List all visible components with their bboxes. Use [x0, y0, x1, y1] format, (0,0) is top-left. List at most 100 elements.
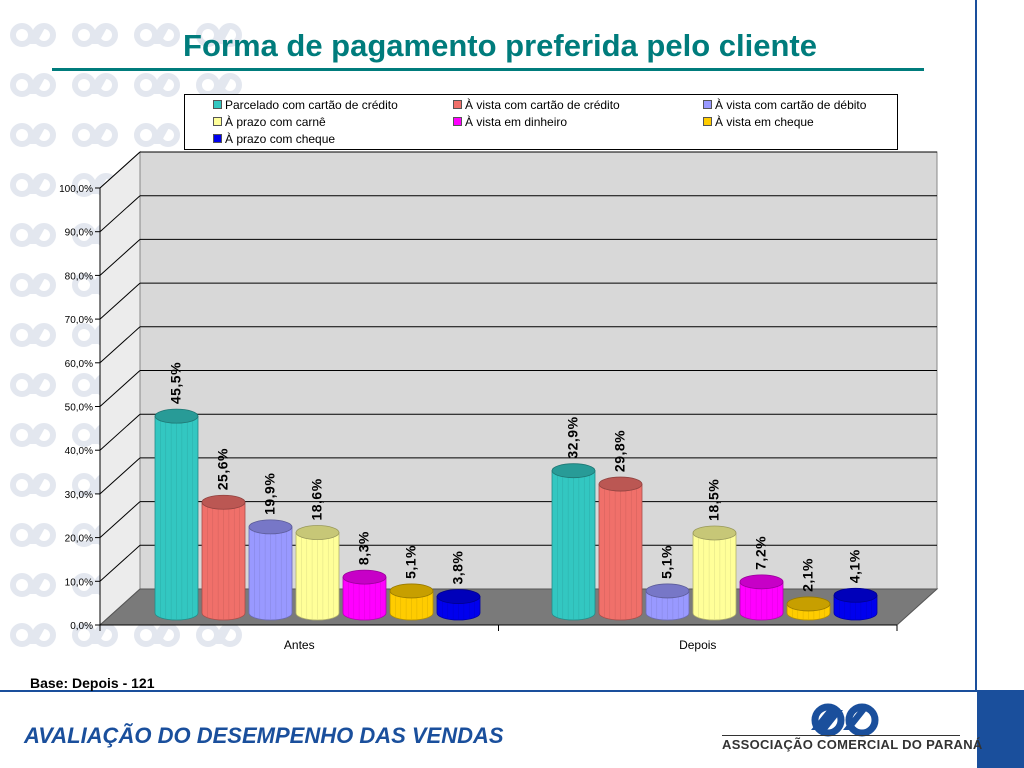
- right-border: [975, 0, 977, 690]
- bar: [248, 519, 293, 621]
- watermark-logo: [10, 173, 56, 197]
- acp-logo: [811, 703, 879, 737]
- legend-swatch: [213, 134, 222, 143]
- legend-label: Parcelado com cartão de crédito: [225, 98, 398, 112]
- watermark-logo: [72, 123, 118, 147]
- data-label: 7,2%: [753, 536, 769, 570]
- legend-item: À vista com cartão de débito: [703, 98, 866, 112]
- watermark-logo: [196, 23, 242, 47]
- gridline-side: [99, 501, 141, 538]
- legend-label: À prazo com carnê: [225, 115, 326, 129]
- y-tick-label: 100,0%: [59, 184, 93, 195]
- bar-top: [692, 525, 737, 541]
- watermark-logo: [10, 223, 56, 247]
- watermark-logo: [134, 623, 180, 647]
- watermark-logo: [134, 73, 180, 97]
- gridline-side: [99, 544, 141, 582]
- bar-top: [389, 583, 434, 599]
- bar: [739, 574, 784, 621]
- watermark-logo: [10, 423, 56, 447]
- bar: [786, 596, 831, 621]
- logo-divider: [722, 735, 960, 736]
- watermark-logo: [134, 123, 180, 147]
- y-tick-label: 30,0%: [65, 490, 93, 501]
- y-tick-label: 80,0%: [65, 271, 93, 282]
- watermark-logo: [10, 323, 56, 347]
- watermark-logo: [10, 73, 56, 97]
- corner-block: [977, 690, 1024, 768]
- y-tick-label: 60,0%: [65, 359, 93, 370]
- legend-label: À vista em dinheiro: [465, 115, 568, 129]
- y-tick-label: 10,0%: [65, 577, 93, 588]
- legend-label: À vista em cheque: [715, 115, 814, 129]
- watermark-logo: [10, 473, 56, 497]
- gridline-side: [99, 326, 141, 364]
- data-label: 3,8%: [450, 551, 466, 585]
- data-label: 18,6%: [309, 478, 325, 520]
- watermark-logo: [10, 573, 56, 597]
- watermark-logo: [134, 23, 180, 47]
- legend-item: Parcelado com cartão de crédito: [213, 98, 398, 112]
- legend-item: À prazo com cheque: [213, 132, 335, 146]
- legend-swatch: [453, 117, 462, 126]
- bar-top: [342, 569, 387, 585]
- bar: [201, 494, 246, 621]
- chart-grid: [99, 151, 937, 582]
- bar-top: [645, 583, 690, 599]
- data-label: 25,6%: [215, 448, 231, 490]
- organization-name: ASSOCIAÇÃO COMERCIAL DO PARANÁ: [722, 737, 983, 752]
- bar-top: [295, 525, 340, 540]
- data-label: 19,9%: [262, 473, 278, 515]
- watermark-logo: [10, 23, 56, 47]
- legend-swatch: [703, 100, 712, 109]
- watermark-logo: [10, 623, 56, 647]
- watermark-logo: [10, 273, 56, 297]
- data-label: 4,1%: [847, 549, 863, 583]
- legend-swatch: [453, 100, 462, 109]
- legend-item: À vista com cartão de crédito: [453, 98, 620, 112]
- x-tick-label: Antes: [284, 638, 315, 652]
- gridline-side: [99, 151, 141, 189]
- y-tick-label: 50,0%: [65, 403, 93, 414]
- data-label: 5,1%: [659, 545, 675, 579]
- data-label: 45,5%: [168, 362, 184, 404]
- gridline-side: [99, 413, 141, 451]
- data-label: 18,5%: [706, 479, 722, 521]
- legend-label: À vista com cartão de crédito: [465, 98, 620, 112]
- legend-item: À vista em dinheiro: [453, 115, 567, 129]
- gridline-side: [99, 239, 141, 276]
- watermark-logo: [10, 523, 56, 547]
- y-tick-label: 20,0%: [65, 534, 93, 545]
- bar: [692, 525, 737, 621]
- watermark-logo: [72, 73, 118, 97]
- data-label: 5,1%: [403, 545, 419, 579]
- bar-top: [833, 587, 878, 603]
- bar: [436, 589, 481, 621]
- x-axis: Antes Depois: [99, 624, 898, 652]
- footer-divider: [0, 690, 977, 692]
- watermark-logo: [10, 373, 56, 397]
- chart-legend: Parcelado com cartão de crédito À vista c…: [184, 94, 898, 150]
- legend-item: À vista em cheque: [703, 115, 814, 129]
- y-tick-label: 70,0%: [65, 315, 93, 326]
- legend-label: À vista com cartão de débito: [715, 98, 867, 112]
- data-label: 8,3%: [356, 531, 372, 565]
- data-label: 32,9%: [565, 416, 581, 458]
- legend-swatch: [703, 117, 712, 126]
- data-labels: 45,5% 32,9% 25,6% 29,8% 19,9% 5,1% 18,6% 18,5% 8…: [168, 362, 863, 592]
- base-note: Base: Depois - 121: [30, 675, 155, 691]
- bar: [295, 525, 340, 621]
- watermark-logo: [72, 23, 118, 47]
- bar: [833, 587, 878, 621]
- watermark-logo: [196, 623, 242, 647]
- bar-top: [739, 574, 784, 590]
- y-tick-label: 90,0%: [65, 228, 93, 239]
- x-tick-label: Depois: [679, 638, 716, 652]
- bar: [551, 463, 596, 621]
- watermark-logo: [72, 623, 118, 647]
- legend-swatch: [213, 117, 222, 126]
- gridline-side: [99, 370, 141, 407]
- legend-item: À prazo com carnê: [213, 115, 326, 129]
- footer-title: AVALIAÇÃO DO DESEMPENHO DAS VENDAS: [24, 723, 504, 748]
- bar: [389, 583, 434, 621]
